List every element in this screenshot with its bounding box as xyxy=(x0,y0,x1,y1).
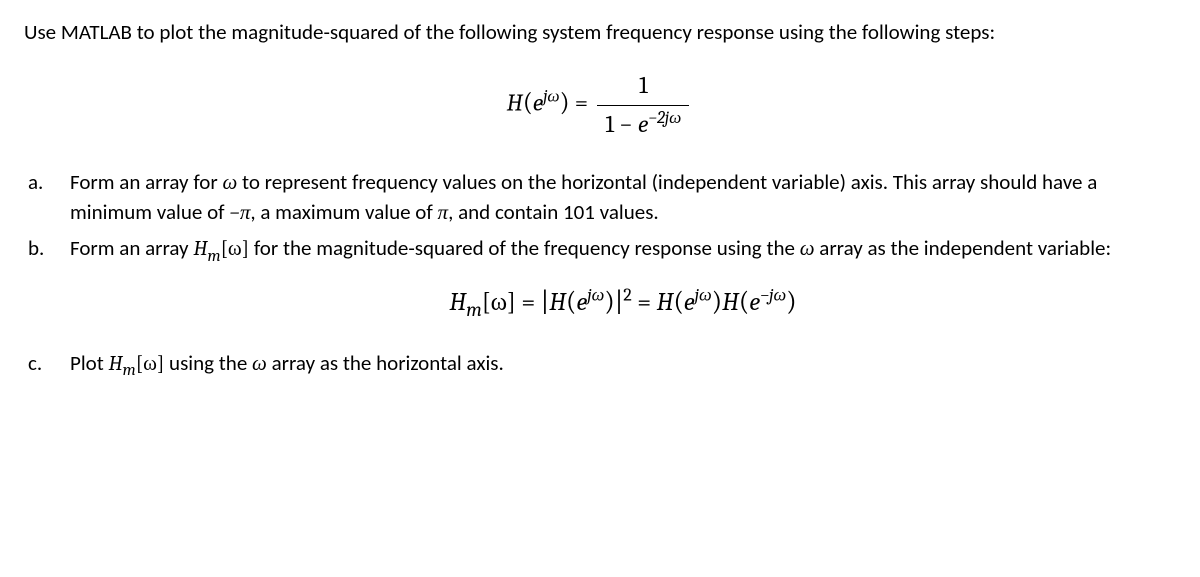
paren-close: ) xyxy=(560,89,570,118)
item-body-a: Form an array for ω to represent frequen… xyxy=(70,168,1176,229)
item-body-c: Plot Hm[ω] using the ω array as the hori… xyxy=(70,349,1176,379)
text: , and contain 101 values. xyxy=(448,199,659,225)
arg-base: e xyxy=(576,288,587,317)
pi: π xyxy=(438,201,449,225)
text: Plot xyxy=(70,350,109,376)
arg-base: e xyxy=(684,288,695,317)
list-item: a. Form an array for ω to represent freq… xyxy=(24,168,1176,229)
text: array as the horizontal axis. xyxy=(267,350,504,376)
Hm-H: H xyxy=(193,237,207,261)
omega-var: ω xyxy=(252,352,267,376)
H: H xyxy=(722,288,739,317)
den-sup: −2jω xyxy=(648,108,681,128)
arg-base: e xyxy=(533,89,543,117)
H: H xyxy=(549,288,566,317)
paren-close: ) xyxy=(604,286,614,317)
Hm-H: H xyxy=(109,352,123,376)
abs-open: | xyxy=(541,286,550,317)
list-item: c. Plot Hm[ω] using the ω array as the h… xyxy=(24,349,1176,379)
bracket-omega: [ω] xyxy=(482,288,516,317)
text: Form an array xyxy=(70,235,193,261)
paren-open: ( xyxy=(523,89,533,118)
text: for the magnitude-squared of the frequen… xyxy=(249,235,800,261)
denominator: 1 − e−2jω xyxy=(597,106,689,142)
paren-open: ( xyxy=(673,286,683,317)
paren-open: ( xyxy=(566,286,576,317)
bracket-omega: [ω] xyxy=(221,237,250,261)
omega-var: ω xyxy=(800,237,815,261)
equation-Hm-definition: Hm[ω] = |H(ejω)|2 = H(ejω)H(e−jω) xyxy=(70,283,1176,321)
paren-close: ) xyxy=(786,286,796,317)
paren-open: ( xyxy=(739,286,749,317)
fraction: 11 − e−2jω xyxy=(597,69,689,141)
item-marker-c: c. xyxy=(24,349,70,379)
item-marker-b: b. xyxy=(24,234,70,342)
H: H xyxy=(657,288,674,317)
numerator: 1 xyxy=(597,69,689,106)
steps-list: a. Form an array for ω to represent freq… xyxy=(24,168,1176,379)
equals: = xyxy=(632,288,657,317)
Hm-sub: m xyxy=(466,298,482,321)
text: , a maximum value of xyxy=(250,199,437,225)
list-item: b. Form an array Hm[ω] for the magnitude… xyxy=(24,234,1176,342)
equals: = xyxy=(516,288,541,317)
intro-text: Use MATLAB to plot the magnitude-squared… xyxy=(24,18,1176,47)
item-marker-a: a. xyxy=(24,168,70,229)
equals: = xyxy=(569,89,593,117)
paren-close: ) xyxy=(712,286,722,317)
bracket-omega: [ω] xyxy=(136,352,165,376)
func-H: H xyxy=(507,89,523,117)
equation-H-definition: H(ejω) = 11 − e−2jω xyxy=(24,69,1176,141)
text: array as the independent variable: xyxy=(815,235,1112,261)
arg-sup: −jω xyxy=(760,284,786,305)
omega-var: ω xyxy=(222,171,237,195)
Hm-sub: m xyxy=(207,247,220,266)
Hm-H: H xyxy=(449,288,466,317)
den-base: e xyxy=(638,110,648,138)
abs-close: | xyxy=(615,286,624,317)
den-prefix: 1 − xyxy=(605,110,638,138)
item-body-b: Form an array Hm[ω] for the magnitude-sq… xyxy=(70,234,1176,342)
Hm-sub: m xyxy=(123,361,136,380)
neg-pi: −π xyxy=(229,201,250,225)
text: using the xyxy=(164,350,252,376)
squared: 2 xyxy=(623,284,632,305)
arg-sup: jω xyxy=(695,284,712,305)
arg-sup: jω xyxy=(587,284,604,305)
arg-base: e xyxy=(749,288,760,317)
arg-sup: jω xyxy=(543,87,559,107)
text: Form an array for xyxy=(70,169,222,195)
